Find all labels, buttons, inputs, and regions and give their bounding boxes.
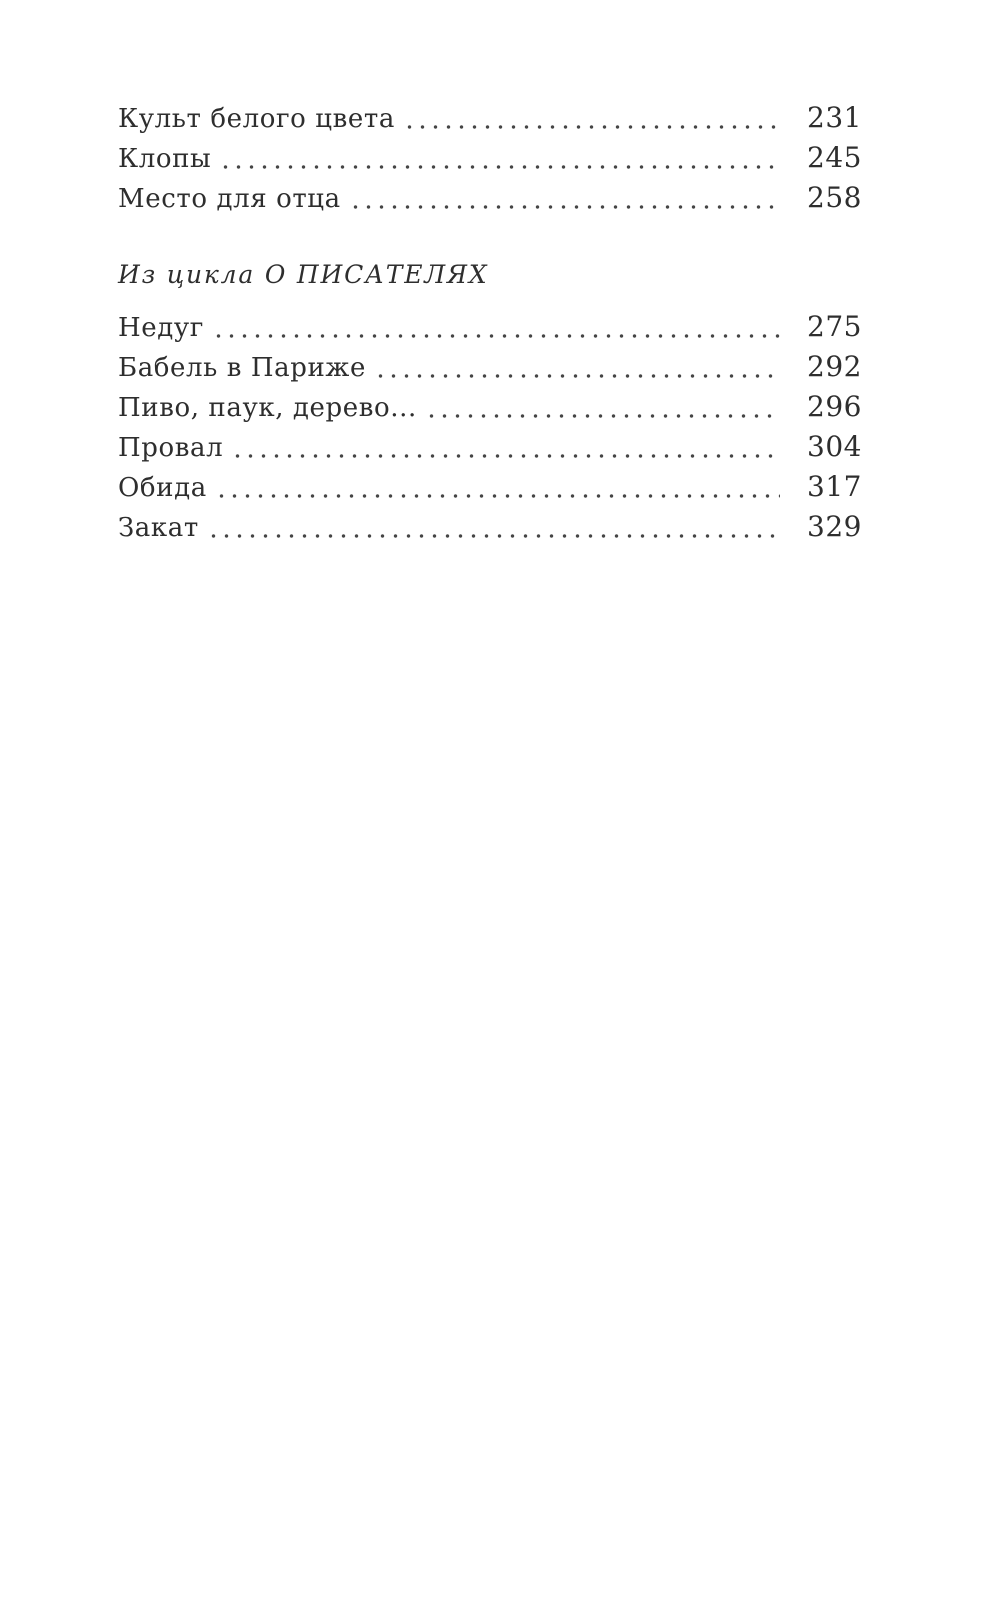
dot-leader — [211, 467, 780, 507]
toc-entry-title: Провал — [118, 433, 224, 463]
toc-entry: Обида 317 — [118, 467, 862, 507]
toc-entry-page: 258 — [807, 181, 862, 214]
toc-entry-page: 275 — [807, 310, 862, 343]
dot-leader — [209, 307, 780, 347]
toc-entry-title: Пиво, паук, дерево... — [118, 393, 417, 423]
toc-entry: Клопы 245 — [118, 138, 862, 178]
toc-entry-page: 329 — [807, 510, 862, 543]
dot-leader — [228, 427, 780, 467]
toc-entry-page: 317 — [807, 470, 862, 503]
dot-leader — [345, 178, 780, 218]
toc-entry-page: 231 — [807, 101, 862, 134]
toc-entry: Закат 329 — [118, 507, 862, 547]
dot-leader — [399, 98, 780, 138]
toc-entry-title: Обида — [118, 473, 207, 503]
toc-entry-title: Место для отца — [118, 184, 341, 214]
dot-leader — [421, 387, 780, 427]
section-heading: Из цикла О ПИСАТЕЛЯХ — [118, 260, 489, 289]
toc-entry-title: Клопы — [118, 144, 212, 174]
dot-leader — [370, 347, 780, 387]
toc-entry: Место для отца 258 — [118, 178, 862, 218]
dot-leader — [216, 138, 780, 178]
table-of-contents: Культ белого цвета 231 Клопы 245 Место д… — [118, 98, 862, 547]
toc-entry: Пиво, паук, дерево... 296 — [118, 387, 862, 427]
toc-entry-title: Культ белого цвета — [118, 104, 395, 134]
toc-entry-title: Закат — [118, 513, 199, 543]
toc-entry-title: Бабель в Париже — [118, 353, 366, 383]
toc-entry: Культ белого цвета 231 — [118, 98, 862, 138]
toc-entry: Недуг 275 — [118, 307, 862, 347]
toc-entry-title: Недуг — [118, 313, 204, 343]
toc-entry-page: 292 — [807, 350, 862, 383]
dot-leader — [203, 507, 780, 547]
toc-entry-page: 304 — [807, 430, 862, 463]
toc-entry: Провал 304 — [118, 427, 862, 467]
toc-entry: Бабель в Париже 292 — [118, 347, 862, 387]
toc-entry-page: 296 — [807, 390, 862, 423]
toc-entry-page: 245 — [807, 141, 862, 174]
